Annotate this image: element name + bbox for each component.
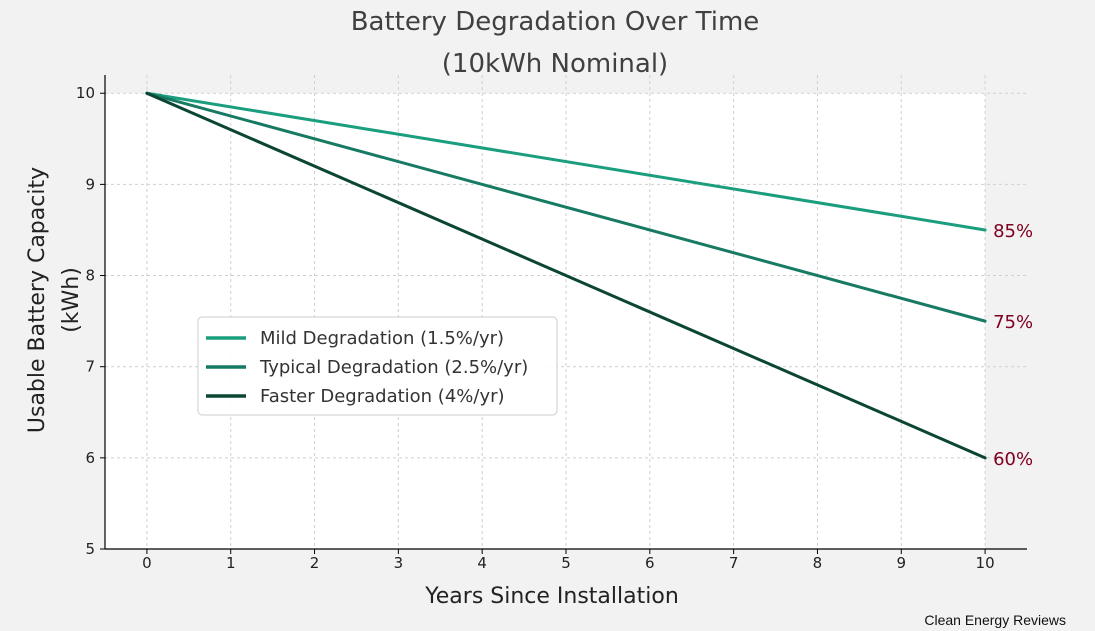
legend-label-3: Faster Degradation (4%/yr) — [260, 386, 505, 407]
x-tick-label: 5 — [561, 554, 571, 572]
source-credit: Clean Energy Reviews — [924, 612, 1066, 628]
x-tick-label: 4 — [477, 554, 487, 572]
end-labels: 85% 75% 60% — [993, 221, 1033, 470]
x-tick-label: 0 — [142, 554, 152, 572]
grid — [105, 75, 1027, 550]
end-label-3: 60% — [993, 449, 1033, 470]
y-tick-label: 5 — [85, 540, 95, 558]
x-tick-label: 10 — [976, 554, 995, 572]
x-tick-label: 1 — [226, 554, 236, 572]
legend-label-2: Typical Degradation (2.5%/yr) — [259, 357, 528, 378]
x-tick-label: 6 — [645, 554, 655, 572]
series-line-1 — [145, 91, 987, 232]
x-tick-label: 2 — [310, 554, 320, 572]
x-tick-label: 9 — [896, 554, 906, 572]
legend-box — [197, 316, 558, 416]
x-tick-label: 8 — [813, 554, 823, 572]
series — [145, 91, 987, 460]
chart-title-line-2: (10kWh Nominal) — [442, 49, 668, 79]
y-tick-label: 6 — [85, 449, 95, 467]
y-tick-label: 7 — [85, 358, 95, 376]
end-label-1: 85% — [993, 221, 1033, 242]
series-line-2 — [145, 91, 987, 323]
legend: Mild Degradation (1.5%/yr) Typical Degrad… — [197, 316, 558, 416]
y-axis-label-line-2: (kWh) — [59, 267, 84, 333]
series-line-3 — [145, 91, 987, 460]
x-tick-label: 7 — [729, 554, 739, 572]
x-axis-label: Years Since Installation — [424, 584, 679, 609]
y-axis-label: Usable Battery Capacity (kWh) — [25, 167, 84, 433]
chart-text: Battery Degradation Over Time (10kWh Nomi… — [25, 7, 1066, 628]
y-tick-label: 10 — [76, 84, 95, 102]
y-axis-label-line-1: Usable Battery Capacity — [25, 167, 50, 433]
legend-label-1: Mild Degradation (1.5%/yr) — [260, 328, 504, 349]
y-tick-label: 8 — [85, 267, 95, 285]
end-label-2: 75% — [993, 312, 1033, 333]
chart-title-line-1: Battery Degradation Over Time — [351, 7, 760, 37]
x-tick-label: 3 — [394, 554, 404, 572]
y-tick-label: 9 — [85, 175, 95, 193]
axes: 0 1 2 3 4 5 6 7 8 9 10 5 6 7 8 9 10 — [76, 75, 1027, 572]
